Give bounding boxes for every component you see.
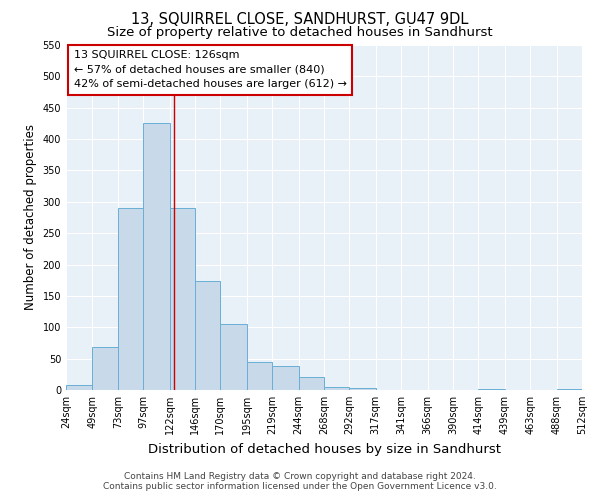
Bar (170, 208, 195, 390)
Bar (118, 208, 143, 390)
Bar (557, 388, 582, 390)
Text: 13 SQUIRREL CLOSE: 126sqm
← 57% of detached houses are smaller (840)
42% of semi: 13 SQUIRREL CLOSE: 126sqm ← 57% of detac… (74, 50, 347, 89)
Text: Size of property relative to detached houses in Sandhurst: Size of property relative to detached ho… (107, 26, 493, 39)
Bar (92, 348, 118, 390)
Text: Contains HM Land Registry data © Crown copyright and database right 2024.
Contai: Contains HM Land Registry data © Crown c… (103, 472, 497, 491)
Bar (299, 378, 324, 390)
Bar (272, 366, 299, 390)
X-axis label: Distribution of detached houses by size in Sandhurst: Distribution of detached houses by size … (148, 442, 500, 456)
Text: 13, SQUIRREL CLOSE, SANDHURST, GU47 9DL: 13, SQUIRREL CLOSE, SANDHURST, GU47 9DL (131, 12, 469, 28)
Bar (143, 124, 170, 390)
Bar (247, 362, 272, 390)
Bar (220, 324, 247, 390)
Y-axis label: Number of detached properties: Number of detached properties (24, 124, 37, 310)
Bar (66, 385, 92, 390)
Bar (349, 388, 376, 390)
Bar (195, 282, 220, 390)
Bar (324, 387, 349, 390)
